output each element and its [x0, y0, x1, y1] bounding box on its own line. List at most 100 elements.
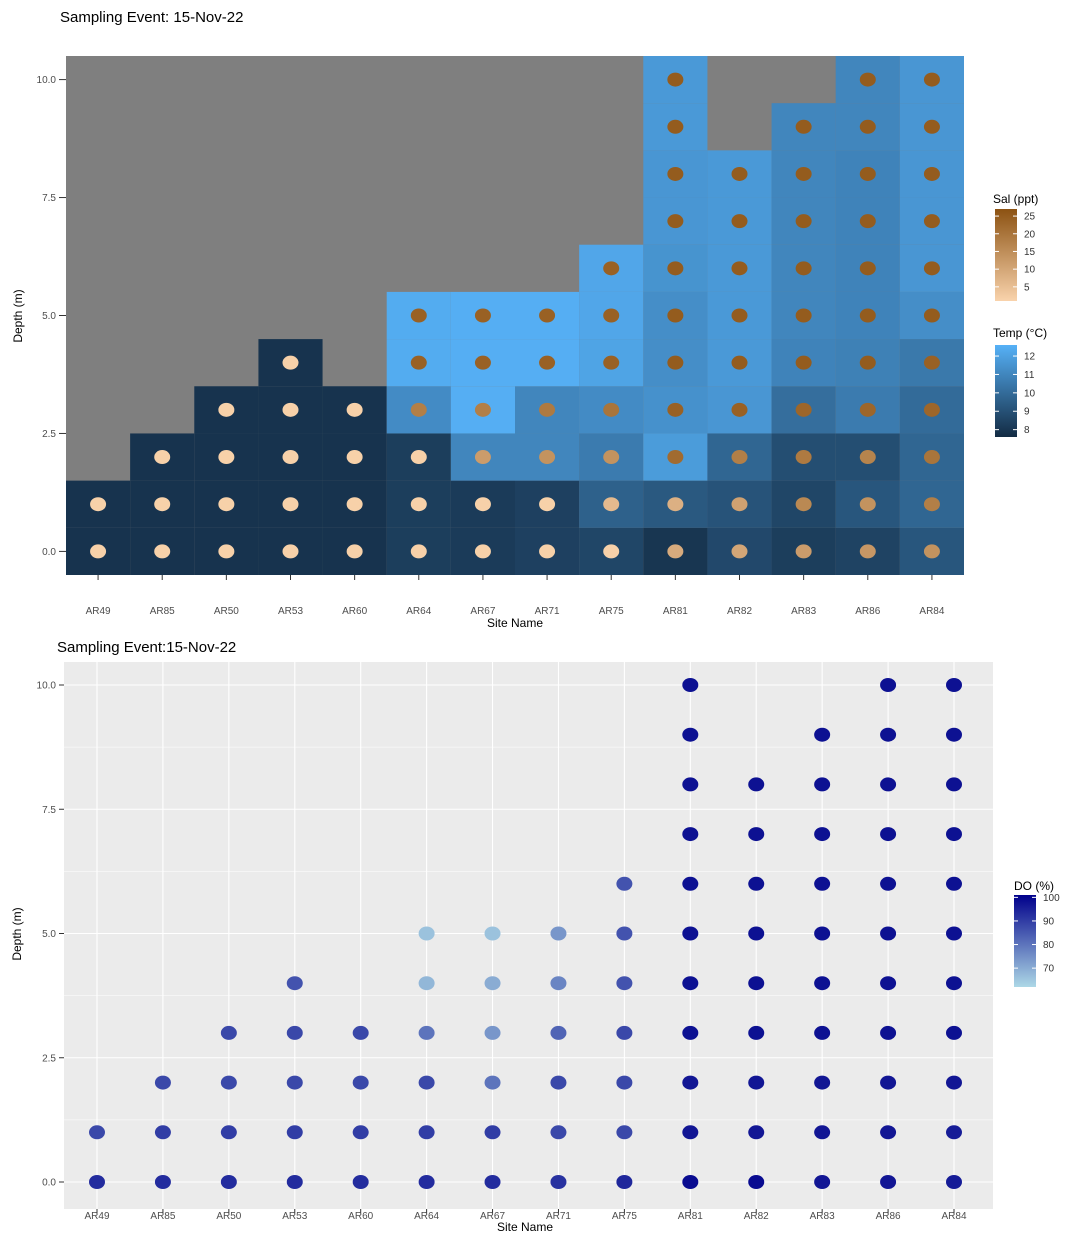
bottom-x-tick-label-ar49: AR49 — [84, 1211, 109, 1222]
top-y-tick-label: 0.0 — [42, 547, 56, 558]
salinity-point-ar50-d1 — [218, 497, 235, 512]
do-point-ar83-d6 — [814, 876, 831, 891]
salinity-point-ar71-d4 — [539, 355, 556, 370]
do-point-ar82-d4 — [748, 976, 765, 991]
legend-tick-label: 25 — [1024, 212, 1036, 223]
do-point-ar84-d3 — [946, 1025, 962, 1040]
do-point-ar81-d10 — [682, 678, 699, 692]
top-salinity-points — [90, 72, 940, 559]
salinity-point-ar86-d8 — [859, 166, 876, 181]
top-x-tick-label-ar85: AR85 — [150, 606, 175, 617]
do-point-ar86-d3 — [880, 1025, 897, 1040]
bottom-plot-panel — [64, 662, 993, 1209]
salinity-point-ar83-d3 — [795, 402, 812, 417]
do-point-ar83-d4 — [814, 976, 831, 991]
top-x-tick-label-ar75: AR75 — [599, 606, 624, 617]
salinity-point-ar86-d3 — [859, 402, 876, 417]
top-x-tick-label-ar71: AR71 — [535, 606, 560, 617]
salinity-point-ar75-d0 — [603, 544, 620, 559]
do-point-ar64-d3 — [418, 1025, 435, 1040]
salinity-point-ar86-d2 — [859, 450, 876, 465]
legend-tick-label: 80 — [1043, 940, 1055, 951]
top-y-tick-label: 7.5 — [42, 193, 56, 204]
legend-tick-label: 12 — [1024, 352, 1036, 363]
salinity-point-ar86-d9 — [859, 119, 876, 134]
salinity-point-ar53-d3 — [282, 402, 299, 417]
do-point-ar85-d1 — [154, 1125, 171, 1140]
salinity-point-ar84-d1 — [923, 497, 940, 512]
salinity-point-ar83-d7 — [795, 214, 812, 229]
legend-tick-label: 11 — [1024, 370, 1035, 381]
salinity-point-ar82-d3 — [731, 402, 748, 417]
bottom-x-tick-label-ar82: AR82 — [744, 1211, 769, 1222]
legend-tick-label: 10 — [1024, 265, 1036, 276]
salinity-point-ar71-d3 — [539, 402, 556, 417]
salinity-point-ar83-d4 — [795, 355, 812, 370]
salinity-point-ar83-d8 — [795, 166, 812, 181]
do-point-ar67-d5 — [484, 926, 501, 941]
top-y-tick-label: 10.0 — [37, 75, 57, 86]
salinity-point-ar86-d6 — [859, 261, 876, 276]
salinity-point-ar81-d6 — [667, 261, 684, 276]
do-point-ar75-d1 — [616, 1125, 633, 1140]
do-point-ar81-d3 — [682, 1025, 699, 1040]
bottom-x-tick-label-ar85: AR85 — [150, 1211, 175, 1222]
bottom-x-tick-label-ar60: AR60 — [348, 1211, 373, 1222]
salinity-point-ar64-d0 — [410, 544, 427, 559]
bottom-x-axis-label: Site Name — [497, 1220, 553, 1234]
do-point-ar71-d5 — [550, 926, 567, 941]
top-chart: Sampling Event: 15-Nov-22 0.0 2.5 5.0 7.5 10… — [11, 9, 1047, 630]
legend-temperature: Temp (°C) 12 11 10 9 8 — [993, 326, 1047, 437]
salinity-point-ar82-d8 — [731, 166, 748, 181]
do-point-ar83-d1 — [814, 1125, 831, 1140]
salinity-point-ar64-d5 — [410, 308, 427, 323]
do-point-ar71-d4 — [550, 976, 567, 991]
do-point-ar53-d0 — [286, 1175, 303, 1189]
salinity-point-ar60-d1 — [346, 497, 363, 512]
top-y-ticks: 0.0 2.5 5.0 7.5 10.0 — [37, 75, 66, 558]
salinity-point-ar71-d2 — [539, 450, 556, 465]
salinity-point-ar71-d1 — [539, 497, 556, 512]
salinity-point-ar85-d0 — [154, 544, 171, 559]
top-x-tick-label-ar84: AR84 — [919, 606, 944, 617]
do-point-ar60-d3 — [352, 1025, 369, 1040]
do-point-ar86-d4 — [880, 976, 897, 991]
do-point-ar84-d10 — [946, 678, 962, 692]
do-point-ar83-d5 — [814, 926, 831, 941]
salinity-point-ar82-d6 — [731, 261, 748, 276]
salinity-point-ar67-d5 — [474, 308, 491, 323]
salinity-point-ar50-d3 — [218, 402, 235, 417]
salinity-point-ar85-d1 — [154, 497, 171, 512]
salinity-point-ar53-d0 — [282, 544, 299, 559]
do-point-ar82-d2 — [748, 1075, 765, 1090]
do-point-ar81-d0 — [682, 1175, 699, 1189]
do-point-ar53-d2 — [286, 1075, 303, 1090]
legend-do-title: DO (%) — [1014, 879, 1054, 893]
bottom-y-ticks: 0.0 2.5 5.0 7.5 10.0 — [37, 681, 64, 1189]
do-point-ar60-d0 — [352, 1175, 369, 1189]
legend-salinity-title: Sal (ppt) — [993, 192, 1038, 206]
salinity-point-ar82-d5 — [731, 308, 748, 323]
bottom-x-tick-label-ar53: AR53 — [282, 1211, 307, 1222]
salinity-point-ar84-d3 — [923, 402, 940, 417]
salinity-point-ar81-d4 — [667, 355, 684, 370]
do-point-ar86-d0 — [880, 1175, 897, 1189]
salinity-point-ar67-d0 — [474, 544, 491, 559]
do-point-ar75-d0 — [616, 1175, 633, 1189]
salinity-point-ar82-d7 — [731, 214, 748, 229]
do-point-ar75-d2 — [616, 1075, 633, 1090]
do-point-ar71-d0 — [550, 1175, 567, 1189]
do-point-ar83-d9 — [814, 727, 831, 742]
do-point-ar67-d4 — [484, 976, 501, 991]
bottom-x-tick-label-ar50: AR50 — [216, 1211, 241, 1222]
do-point-ar82-d1 — [748, 1125, 765, 1140]
salinity-point-ar83-d0 — [795, 544, 812, 559]
do-point-ar50-d3 — [220, 1025, 237, 1040]
salinity-point-ar75-d3 — [603, 402, 620, 417]
do-point-ar75-d3 — [616, 1025, 633, 1040]
do-point-ar86-d8 — [880, 777, 897, 792]
salinity-point-ar86-d4 — [859, 355, 876, 370]
salinity-point-ar75-d5 — [603, 308, 620, 323]
do-point-ar81-d2 — [682, 1075, 699, 1090]
top-y-tick-label: 5.0 — [42, 311, 56, 322]
